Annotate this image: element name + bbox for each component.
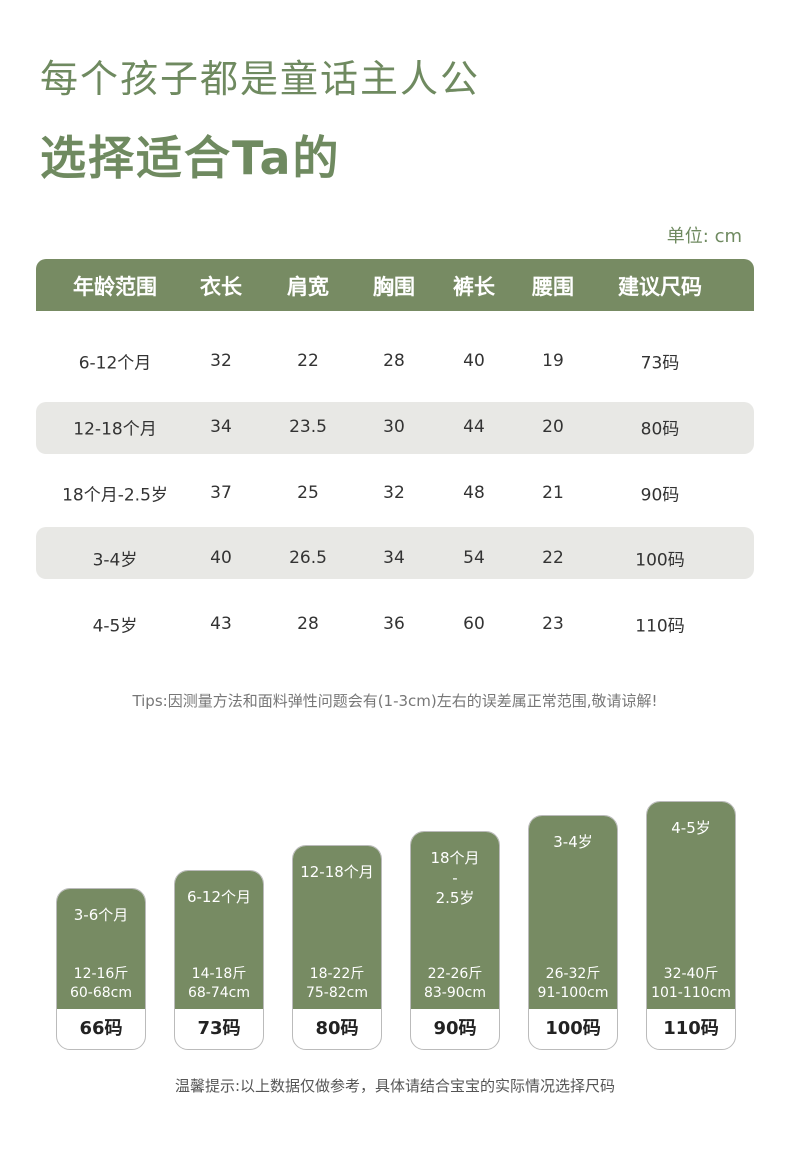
table-cell: 6-12个月 — [78, 353, 152, 374]
size-card: 12-18个月 18-22斤 75-82cm 80码 — [292, 845, 382, 1050]
card-fill — [57, 889, 145, 1009]
table-cell: 18个月-2.5岁 — [62, 485, 168, 506]
card-weight: 32-40斤 — [663, 966, 719, 982]
card-age: 4-5岁 — [671, 819, 711, 837]
table-cell: 43 — [210, 614, 232, 634]
table-cell: 37 — [210, 483, 232, 503]
table-cell: 54 — [463, 548, 485, 568]
card-weight: 26-32斤 — [545, 966, 601, 982]
column-header: 建议尺码 — [618, 275, 702, 299]
table-cell: 110码 — [635, 616, 685, 637]
size-card: 6-12个月 14-18斤 68-74cm 73码 — [174, 870, 264, 1050]
table-cell: 12-18个月 — [73, 419, 157, 440]
table-cell: 40 — [463, 351, 485, 371]
table-cell: 30 — [383, 417, 405, 437]
table-cell: 21 — [542, 483, 564, 503]
column-header: 裤长 — [453, 275, 495, 299]
column-header: 衣长 — [200, 275, 242, 299]
table-cell: 44 — [463, 417, 485, 437]
table-cell: 26.5 — [289, 548, 327, 568]
table-cell: 73码 — [640, 353, 680, 374]
table-cell: 28 — [297, 614, 319, 634]
table-cell: 32 — [383, 483, 405, 503]
table-cell: 34 — [210, 417, 232, 437]
size-card: 3-4岁 26-32斤 91-100cm 100码 — [528, 815, 618, 1050]
card-age: 6-12个月 — [186, 888, 252, 906]
card-size: 66码 — [79, 1018, 123, 1039]
card-weight: 18-22斤 — [309, 966, 365, 982]
table-cell: 36 — [383, 614, 405, 634]
table-cell: 100码 — [635, 550, 685, 571]
table-cell: 34 — [383, 548, 405, 568]
card-height: 75-82cm — [305, 985, 368, 1001]
table-cell: 23 — [542, 614, 564, 634]
card-weight: 22-26斤 — [427, 966, 483, 982]
column-header: 腰围 — [532, 275, 574, 299]
card-age: 2.5岁 — [435, 889, 475, 907]
table-cell: 4-5岁 — [92, 616, 138, 637]
card-height: 68-74cm — [187, 985, 250, 1001]
card-height: 91-100cm — [537, 985, 609, 1001]
table-cell: 19 — [542, 351, 564, 371]
row-stripe — [36, 527, 754, 579]
card-age: - — [452, 869, 458, 887]
card-age: 3-6个月 — [73, 906, 129, 924]
card-size: 73码 — [197, 1018, 241, 1039]
card-weight: 14-18斤 — [191, 966, 247, 982]
card-size: 100码 — [545, 1018, 601, 1039]
card-fill — [411, 832, 499, 1009]
card-size: 110码 — [663, 1018, 719, 1039]
column-header: 肩宽 — [287, 275, 329, 299]
column-header: 年龄范围 — [73, 275, 157, 299]
table-cell: 23.5 — [289, 417, 327, 437]
card-fill — [529, 816, 617, 1009]
table-cell: 22 — [542, 548, 564, 568]
card-fill — [293, 846, 381, 1009]
table-cell: 22 — [297, 351, 319, 371]
card-height: 60-68cm — [69, 985, 132, 1001]
title: 每个孩子都是童话主人公 — [40, 57, 481, 101]
card-age: 12-18个月 — [300, 863, 374, 881]
table-cell: 48 — [463, 483, 485, 503]
row-stripe — [36, 402, 754, 454]
table-cell: 90码 — [640, 485, 680, 506]
card-size: 80码 — [315, 1018, 359, 1039]
table-header-bar — [36, 259, 754, 311]
size-card: 3-6个月 12-16斤 60-68cm 66码 — [56, 888, 146, 1050]
card-fill — [647, 802, 735, 1009]
card-age: 18个月 — [430, 849, 480, 867]
card-height: 101-110cm — [651, 985, 731, 1001]
table-cell: 40 — [210, 548, 232, 568]
table-cell: 28 — [383, 351, 405, 371]
table-cell: 60 — [463, 614, 485, 634]
table-cell: 25 — [297, 483, 319, 503]
card-fill — [175, 871, 263, 1009]
card-size: 90码 — [433, 1018, 477, 1039]
table-cell: 32 — [210, 351, 232, 371]
tips: Tips:因测量方法和面料弹性问题会有(1-3cm)左右的误差属正常范围,敬请谅… — [132, 692, 658, 710]
table-cell: 3-4岁 — [92, 550, 138, 571]
table-cell: 80码 — [640, 419, 680, 440]
size-card: 18个月 - 2.5岁 22-26斤 83-90cm 90码 — [410, 831, 500, 1050]
footer: 温馨提示:以上数据仅做参考，具体请结合宝宝的实际情况选择尺码 — [174, 1077, 616, 1095]
card-height: 83-90cm — [423, 985, 486, 1001]
size-card: 4-5岁 32-40斤 101-110cm 110码 — [646, 801, 736, 1050]
card-age: 3-4岁 — [553, 833, 593, 851]
card-weight: 12-16斤 — [73, 966, 129, 982]
table-cell: 20 — [542, 417, 564, 437]
unit: 单位: cm — [666, 226, 742, 247]
subtitle: 选择适合Ta的 — [40, 131, 341, 185]
column-header: 胸围 — [373, 275, 415, 299]
